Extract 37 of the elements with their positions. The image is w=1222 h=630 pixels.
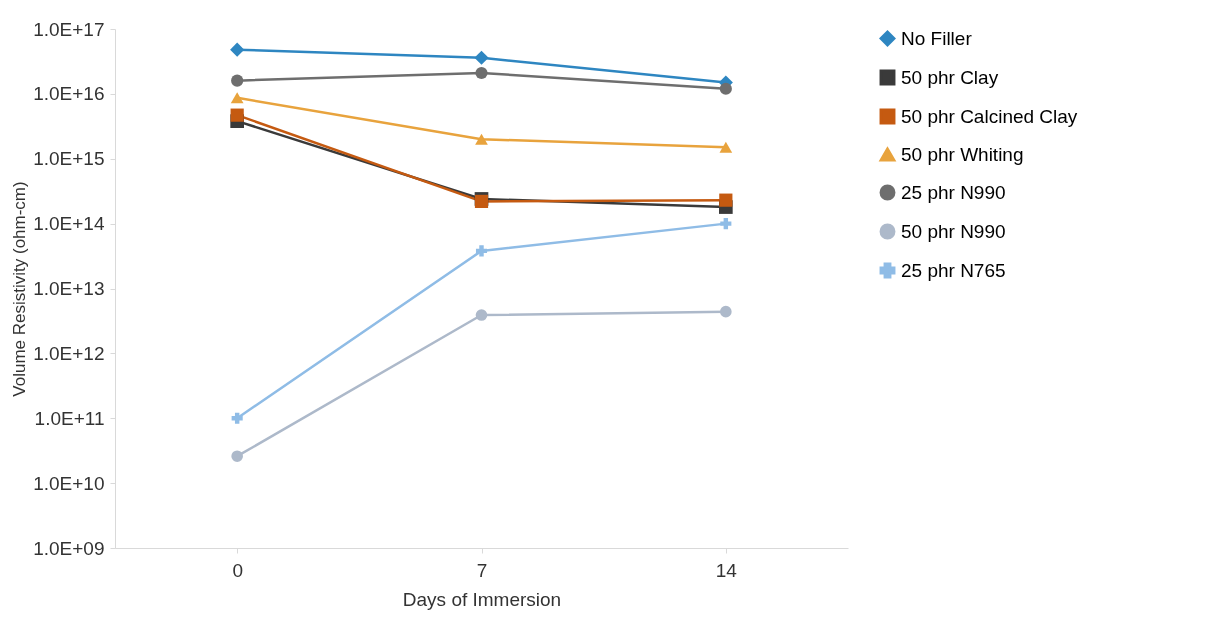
- legend-label: 50 phr Clay: [901, 66, 999, 88]
- y-tick-label: 1.0E+13: [33, 278, 105, 299]
- y-tick-label: 1.0E+12: [33, 342, 105, 364]
- y-tick-label: 1.0E+16: [33, 83, 105, 105]
- x-tick-label: 14: [715, 559, 738, 581]
- point: [475, 66, 488, 80]
- point: [719, 193, 733, 207]
- legend-label: No Filler: [901, 27, 973, 49]
- point: [719, 82, 732, 95]
- legend-label: 25 phr N765: [901, 259, 1006, 281]
- y-tick-label: 1.0E+09: [33, 537, 105, 559]
- x-tick-label: 7: [476, 559, 488, 581]
- y-tick-label: 1.0E+14: [33, 213, 105, 235]
- point: [719, 141, 733, 153]
- point: [231, 74, 244, 87]
- point: [474, 50, 489, 65]
- y-axis-title: Volume Resistivity (ohm-cm): [10, 181, 30, 397]
- point: [231, 450, 243, 463]
- y-tick-label: 1.0E+10: [33, 472, 105, 494]
- point: [475, 133, 488, 145]
- y-tick-label: 1.0E+11: [34, 407, 105, 429]
- point: [475, 245, 488, 257]
- point: [230, 42, 245, 57]
- point: [475, 309, 488, 321]
- point: [231, 412, 243, 424]
- x-tick-label: 0: [232, 559, 243, 581]
- point: [720, 218, 732, 230]
- legend-label: 50 phr Calcined Clay: [901, 105, 1078, 127]
- point: [720, 305, 732, 318]
- y-tick-label: 1.0E+17: [33, 18, 105, 40]
- y-tick-label: 1.0E+15: [33, 148, 105, 170]
- x-axis-title: Days of Immersion: [402, 588, 562, 610]
- legend-label: 25 phr N990: [901, 181, 1006, 203]
- legend-label: 50 phr N990: [901, 220, 1006, 242]
- legend-label: 50 phr Whiting: [901, 143, 1024, 165]
- point: [230, 92, 244, 104]
- point: [230, 108, 244, 122]
